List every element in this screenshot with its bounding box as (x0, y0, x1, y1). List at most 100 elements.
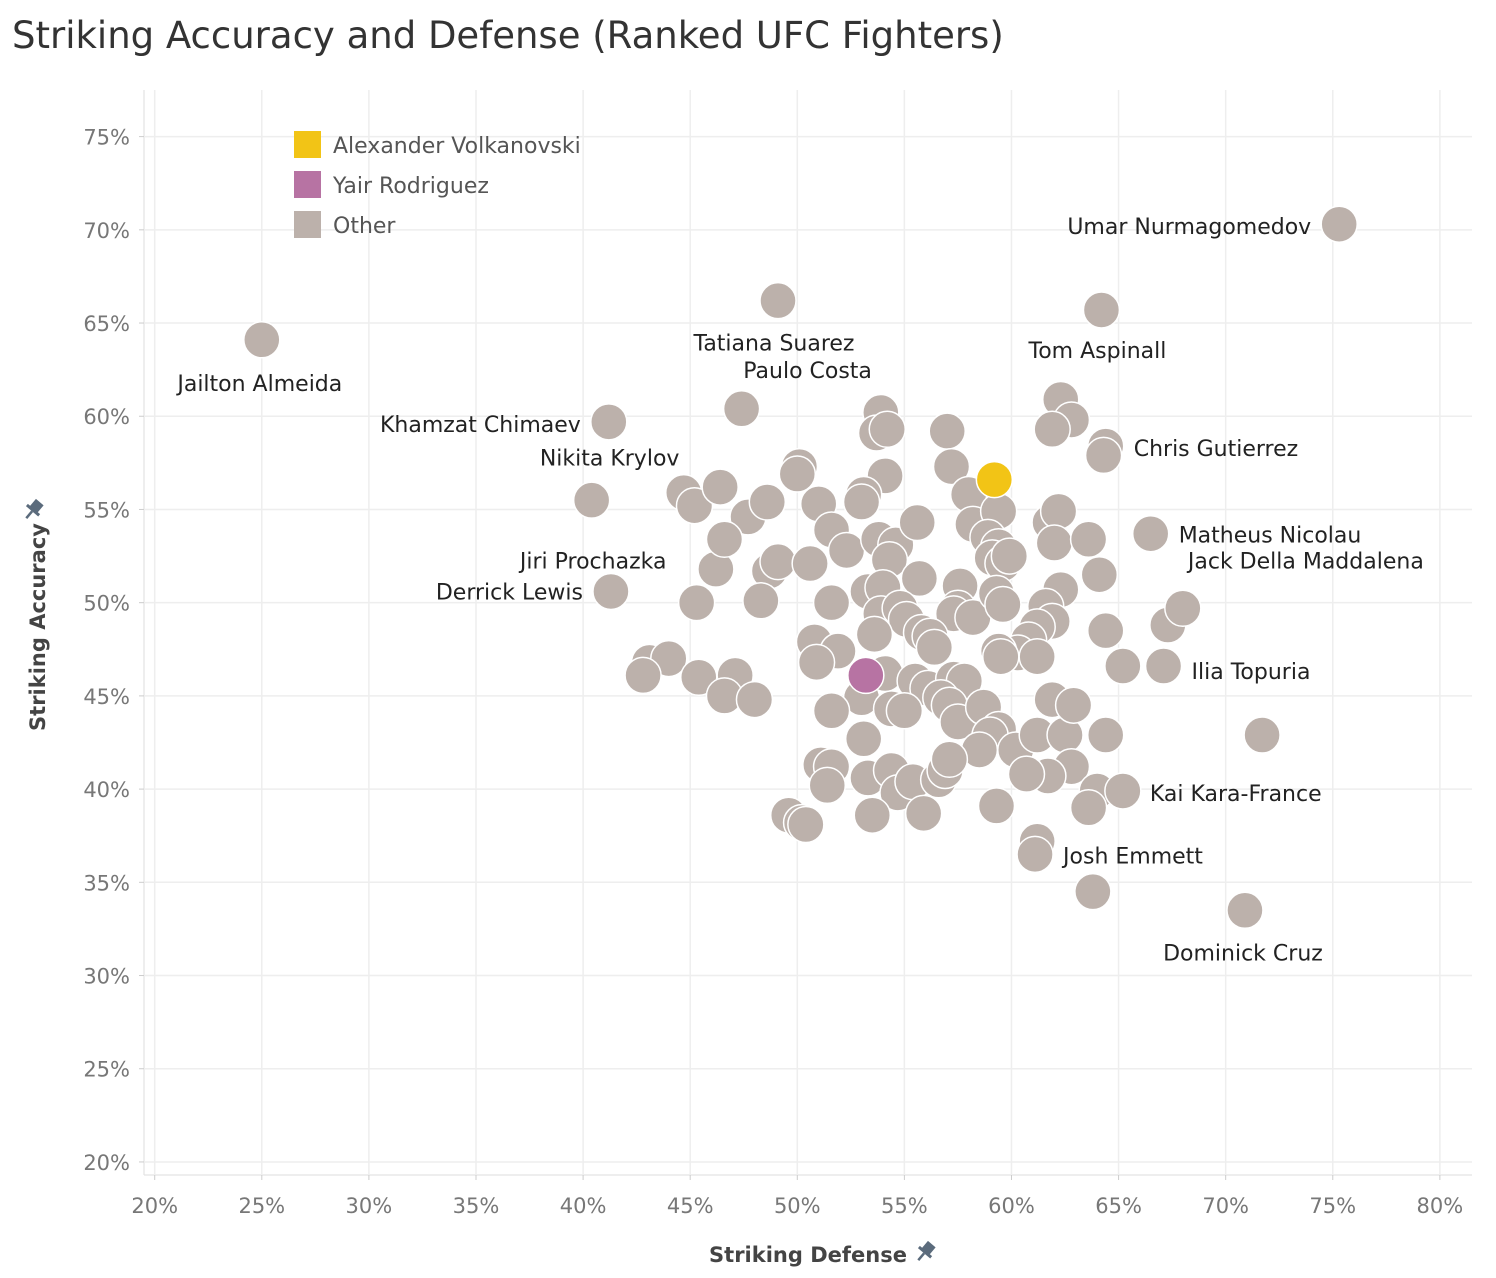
data-point (1035, 524, 1074, 562)
y-tick-label: 25% (83, 1058, 130, 1082)
data-point (844, 720, 883, 758)
data-point (1086, 611, 1125, 650)
data-point (735, 680, 774, 719)
data-point (842, 483, 881, 521)
data-point (900, 559, 939, 598)
x-tick-label: 55% (881, 1194, 928, 1218)
data-point (624, 656, 662, 695)
data-point (1082, 291, 1121, 329)
y-tick-label: 20% (83, 1151, 130, 1175)
point-label: Matheus Nicolau (1179, 524, 1362, 549)
data-point (1226, 891, 1264, 930)
x-tick-label: 50% (774, 1194, 821, 1218)
legend: Alexander Volkanovski Yair Rodriguez Other (294, 131, 581, 239)
x-axis-title: Striking Defense (709, 1239, 938, 1267)
data-point (812, 692, 851, 730)
data-point (1104, 647, 1142, 685)
y-axis-title: Striking Accuracy (20, 497, 50, 731)
pin-icon[interactable] (912, 1239, 938, 1265)
data-point (759, 281, 797, 320)
x-tick-label: 35% (453, 1194, 500, 1218)
x-tick-label: 75% (1309, 1194, 1356, 1218)
point-label: Ilia Topuria (1192, 660, 1311, 685)
y-tick-label: 30% (83, 965, 130, 989)
point-label: Jailton Almeida (175, 372, 342, 397)
data-point (675, 486, 714, 525)
point-label: Paulo Costa (743, 359, 872, 384)
data-point (812, 583, 851, 622)
data-point (590, 403, 628, 441)
point-label: Nikita Krylov (540, 447, 680, 472)
point-label: Tatiana Suarez (693, 332, 855, 357)
data-point (1320, 205, 1358, 243)
x-tick-label: 70% (1202, 1194, 1249, 1218)
data-point (787, 805, 825, 844)
point-label: Umar Nurmagomedov (1067, 215, 1311, 240)
data-point (975, 460, 1014, 499)
point-label: Tom Aspinall (1028, 339, 1167, 364)
point-labels: Umar Nurmagomedov Jailton Almeida Tatiana … (175, 215, 1423, 966)
y-tick-label: 45% (83, 685, 130, 709)
data-point (855, 615, 894, 654)
data-point (759, 542, 797, 581)
data-point (1144, 647, 1183, 685)
data-point (1084, 436, 1123, 475)
y-tick-label: 60% (83, 405, 130, 429)
data-point (778, 455, 817, 493)
point-label: Derrick Lewis (436, 580, 583, 605)
y-axis-label: Striking Accuracy (26, 523, 50, 731)
data-point (1164, 589, 1202, 628)
data-point (868, 410, 907, 449)
data-point (853, 796, 892, 834)
legend-label: Other (333, 214, 396, 239)
data-point (930, 740, 969, 779)
data-point (847, 656, 885, 695)
data-point (572, 481, 611, 519)
data-point (797, 643, 836, 682)
point-label: Chris Gutierrez (1134, 437, 1298, 462)
data-point (742, 582, 780, 620)
legend-swatch (294, 171, 321, 198)
y-axis-ticks: 20% 25% 30% 35% 40% 45% 50% 55% 60% 65% 70% 75% (83, 126, 144, 1175)
chart-title: Striking Accuracy and Defense (Ranked UF… (12, 14, 1004, 57)
data-point (990, 537, 1029, 575)
data-point (1131, 514, 1170, 553)
data-point (705, 520, 744, 559)
data-point (1080, 555, 1119, 594)
x-tick-label: 45% (667, 1194, 714, 1218)
data-point (1054, 686, 1093, 724)
data-point (1069, 520, 1108, 559)
point-label: Khamzat Chimaev (380, 413, 581, 438)
data-point (827, 531, 866, 570)
legend-swatch (294, 211, 321, 238)
data-point (932, 447, 971, 486)
y-tick-label: 50% (83, 592, 130, 616)
data-point (791, 544, 829, 583)
x-tick-label: 40% (560, 1194, 607, 1218)
data-point (1069, 788, 1108, 827)
pin-icon[interactable] (20, 497, 46, 523)
y-tick-label: 55% (83, 498, 130, 522)
data-point (701, 468, 739, 506)
point-label: Kai Kara-France (1150, 782, 1322, 807)
data-point (898, 503, 936, 542)
y-tick-label: 35% (83, 871, 130, 895)
data-point (1018, 637, 1056, 676)
point-label: Jiri Prochazka (518, 549, 667, 574)
data-point (1039, 492, 1078, 531)
data-point (1074, 872, 1112, 911)
data-point (243, 321, 281, 359)
legend-label: Alexander Volkanovski (333, 134, 581, 159)
data-points (243, 205, 1358, 930)
x-tick-label: 60% (988, 1194, 1035, 1218)
data-point (982, 637, 1020, 676)
data-point (677, 583, 716, 622)
data-point (915, 628, 954, 667)
point-label: Josh Emmett (1061, 844, 1203, 869)
point-label: Jack Della Maddalena (1186, 549, 1424, 574)
point-label: Dominick Cruz (1163, 941, 1323, 966)
data-point (904, 794, 943, 833)
data-point (592, 572, 630, 611)
y-tick-label: 70% (83, 219, 130, 243)
